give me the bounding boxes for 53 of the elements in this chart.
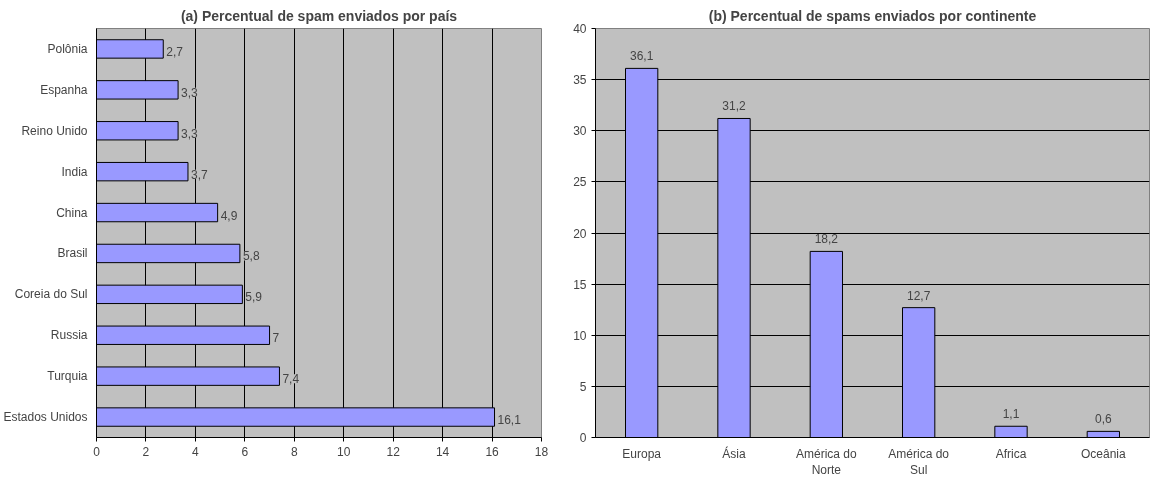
y-tick-label: 15 <box>573 277 587 292</box>
data-label: 0,6 <box>1094 412 1112 427</box>
y-tick-label: 20 <box>573 226 587 241</box>
y-tick-label: Espanha <box>40 82 88 97</box>
x-tick-label: Ásia <box>722 445 746 461</box>
x-tick-label: 8 <box>290 444 298 459</box>
x-tick-label: 10 <box>337 444 351 459</box>
y-tick-label: 10 <box>573 328 587 343</box>
y-tick-label: Estados Unidos <box>3 410 88 425</box>
x-tick-label: Oceânia <box>1080 446 1127 461</box>
y-tick-label: Reino Unido <box>21 123 88 138</box>
x-tick-label: Europa <box>622 446 662 461</box>
x-tick-label: 6 <box>241 444 249 459</box>
chart-title: (a) Percentual de spam enviados por país <box>180 7 458 24</box>
y-tick-label: Polônia <box>47 41 88 56</box>
data-label: 31,2 <box>722 99 746 114</box>
y-tick-label: 35 <box>573 73 587 88</box>
y-tick-label: 0 <box>579 431 587 445</box>
y-tick-label: Coreia do Sul <box>14 287 88 302</box>
data-label: 18,2 <box>814 232 839 247</box>
x-tick-label: América do Sul <box>888 446 950 478</box>
data-label: 3,3 <box>181 85 199 100</box>
data-label: 16,1 <box>497 413 522 428</box>
y-tick-label: China <box>56 205 88 220</box>
y-tick-label: Brasil <box>57 246 88 261</box>
data-label: 7 <box>272 331 280 346</box>
data-label: 5,9 <box>245 290 263 305</box>
x-tick-label: Africa <box>995 446 1027 461</box>
y-tick-label: India <box>61 164 88 179</box>
data-label: 3,3 <box>181 126 199 141</box>
chart-title: (b) Percentual de spams enviados por continente <box>708 7 1037 24</box>
y-tick-label: Turquia <box>47 369 88 384</box>
y-tick-label: 5 <box>579 379 587 394</box>
data-label: 1,1 <box>1002 407 1020 422</box>
y-tick-label: Russia <box>50 328 88 343</box>
y-tick-label: 30 <box>573 124 587 139</box>
x-tick-label: 12 <box>386 444 401 459</box>
data-label: 5,8 <box>242 249 260 264</box>
data-label: 3,7 <box>190 167 208 182</box>
data-label: 36,1 <box>629 49 654 64</box>
x-tick-label: 18 <box>534 444 549 459</box>
x-tick-label: 0 <box>93 444 101 459</box>
data-label: 2,7 <box>166 44 184 59</box>
data-label: 7,4 <box>282 372 300 387</box>
x-tick-label: 16 <box>485 444 500 459</box>
x-tick-label: 2 <box>142 444 150 459</box>
y-tick-label: 25 <box>573 175 587 190</box>
x-tick-label: 14 <box>435 444 450 459</box>
x-tick-label: América do Norte <box>795 446 858 478</box>
y-tick-label: 40 <box>573 22 587 36</box>
data-label: 12,7 <box>906 288 931 303</box>
data-label: 4,9 <box>220 208 238 223</box>
x-tick-label: 4 <box>192 444 200 459</box>
